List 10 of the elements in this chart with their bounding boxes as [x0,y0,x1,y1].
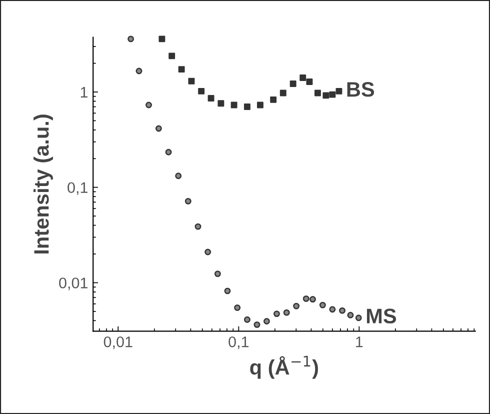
y-tick-label: 0,01 [59,278,88,290]
series-label: MS [366,308,396,324]
y-axis-title: Intensity (a.u.) [34,114,53,254]
y-tick-label: 1 [80,87,88,98]
y-tick-label: 0,1 [68,182,88,195]
x-tick-label: 1 [356,336,363,348]
series-label: BS [347,82,374,97]
x-tick-label: 0,01 [104,336,132,350]
x-tick-label: 0,1 [228,336,249,350]
x-axis-title: q (Å$^{−1}$) [250,356,318,379]
